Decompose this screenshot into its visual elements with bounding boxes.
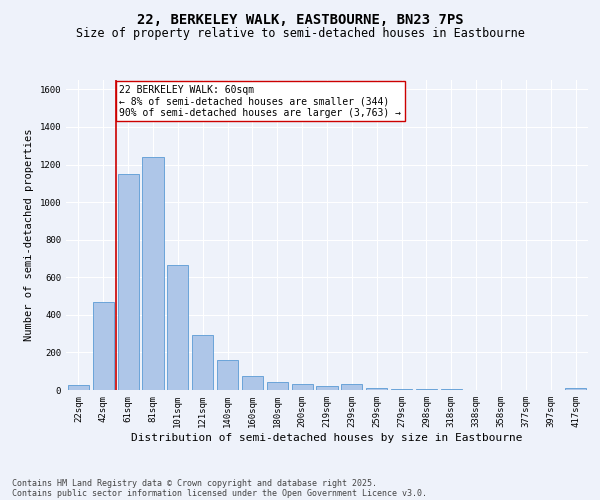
Bar bbox=[93, 302, 114, 390]
Bar bbox=[142, 157, 164, 390]
Bar bbox=[292, 384, 313, 390]
Text: 22 BERKELEY WALK: 60sqm
← 8% of semi-detached houses are smaller (344)
90% of se: 22 BERKELEY WALK: 60sqm ← 8% of semi-det… bbox=[119, 84, 401, 118]
Text: Contains public sector information licensed under the Open Government Licence v3: Contains public sector information licen… bbox=[12, 488, 427, 498]
Bar bbox=[118, 174, 139, 390]
Text: 22, BERKELEY WALK, EASTBOURNE, BN23 7PS: 22, BERKELEY WALK, EASTBOURNE, BN23 7PS bbox=[137, 12, 463, 26]
Bar bbox=[167, 265, 188, 390]
Bar bbox=[416, 389, 437, 390]
Bar bbox=[217, 360, 238, 390]
Text: Contains HM Land Registry data © Crown copyright and database right 2025.: Contains HM Land Registry data © Crown c… bbox=[12, 478, 377, 488]
Bar bbox=[68, 386, 89, 390]
Bar bbox=[391, 389, 412, 390]
Bar bbox=[242, 376, 263, 390]
Bar bbox=[316, 386, 338, 390]
Bar bbox=[565, 388, 586, 390]
Bar bbox=[366, 388, 387, 390]
Y-axis label: Number of semi-detached properties: Number of semi-detached properties bbox=[24, 128, 34, 341]
Text: Size of property relative to semi-detached houses in Eastbourne: Size of property relative to semi-detach… bbox=[76, 28, 524, 40]
Bar bbox=[192, 334, 213, 390]
Bar bbox=[341, 384, 362, 390]
X-axis label: Distribution of semi-detached houses by size in Eastbourne: Distribution of semi-detached houses by … bbox=[131, 432, 523, 442]
Bar bbox=[267, 382, 288, 390]
